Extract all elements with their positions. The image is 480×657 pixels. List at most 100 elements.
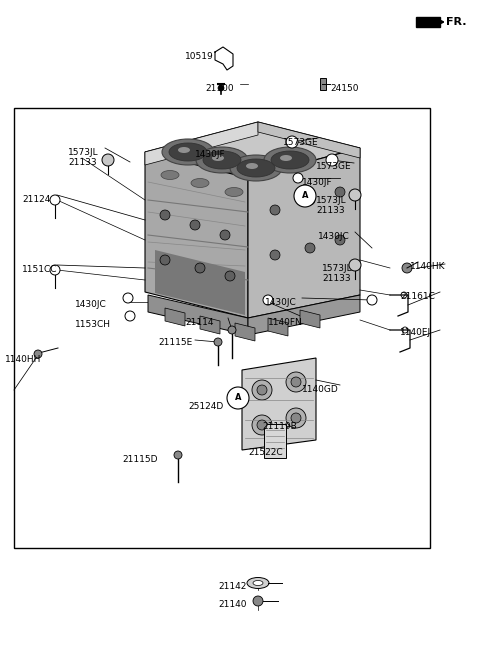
Bar [320, 78, 326, 90]
Text: 1430JC: 1430JC [318, 232, 350, 241]
Circle shape [214, 338, 222, 346]
Circle shape [50, 195, 60, 205]
Bar [264, 424, 286, 458]
Ellipse shape [225, 187, 243, 196]
Circle shape [195, 263, 205, 273]
Circle shape [286, 408, 306, 428]
Circle shape [34, 350, 42, 358]
Text: 21114: 21114 [185, 318, 214, 327]
Text: 1573GE: 1573GE [316, 162, 352, 171]
Text: 1573JL
21133: 1573JL 21133 [68, 148, 98, 168]
Circle shape [50, 265, 60, 275]
Text: 1151CC: 1151CC [22, 265, 58, 274]
Circle shape [225, 271, 235, 281]
Ellipse shape [280, 155, 292, 161]
Text: 21142: 21142 [218, 582, 246, 591]
Ellipse shape [246, 163, 258, 169]
Text: 21115D: 21115D [122, 455, 157, 464]
Text: 21124: 21124 [22, 195, 50, 204]
Circle shape [293, 173, 303, 183]
Polygon shape [258, 122, 360, 158]
Ellipse shape [162, 139, 214, 165]
Ellipse shape [196, 147, 248, 173]
Circle shape [291, 413, 301, 423]
Polygon shape [200, 316, 220, 334]
Polygon shape [165, 308, 185, 326]
Circle shape [335, 187, 345, 197]
Ellipse shape [161, 171, 179, 179]
Text: 1573JL
21133: 1573JL 21133 [316, 196, 347, 215]
Circle shape [227, 387, 249, 409]
Circle shape [253, 596, 263, 606]
Circle shape [257, 420, 267, 430]
Text: 21140: 21140 [218, 600, 247, 609]
Ellipse shape [212, 155, 224, 161]
Text: 24150: 24150 [330, 84, 359, 93]
Circle shape [160, 210, 170, 220]
Ellipse shape [169, 143, 207, 161]
Circle shape [402, 263, 412, 273]
Ellipse shape [253, 581, 263, 585]
Text: 1430JF: 1430JF [195, 150, 226, 159]
Circle shape [263, 295, 273, 305]
Ellipse shape [264, 147, 316, 173]
Circle shape [305, 195, 315, 205]
Circle shape [218, 85, 224, 91]
Circle shape [349, 189, 361, 201]
Text: 1430JC: 1430JC [265, 298, 297, 307]
Bar [14, 108, 430, 548]
Polygon shape [145, 122, 258, 165]
Circle shape [367, 295, 377, 305]
Polygon shape [300, 310, 320, 328]
Circle shape [228, 326, 236, 334]
Ellipse shape [237, 159, 275, 177]
Text: FR.: FR. [446, 17, 467, 27]
Circle shape [270, 205, 280, 215]
Circle shape [190, 220, 200, 230]
Text: 21522C: 21522C [248, 448, 283, 457]
Circle shape [286, 372, 306, 392]
Circle shape [174, 451, 182, 459]
Text: 1140EJ: 1140EJ [400, 328, 431, 337]
Text: 21100: 21100 [205, 84, 234, 93]
Polygon shape [242, 358, 316, 450]
Polygon shape [145, 122, 360, 178]
Text: 1430JF: 1430JF [302, 178, 333, 187]
Ellipse shape [247, 578, 269, 589]
Polygon shape [248, 295, 360, 335]
Ellipse shape [191, 179, 209, 187]
Text: 21115E: 21115E [158, 338, 192, 347]
Ellipse shape [271, 151, 309, 169]
Ellipse shape [203, 151, 241, 169]
Text: A: A [235, 394, 241, 403]
Text: 1140FN: 1140FN [268, 318, 303, 327]
Text: A: A [302, 191, 308, 200]
Text: 1573JL
21133: 1573JL 21133 [322, 264, 353, 283]
Circle shape [294, 185, 316, 207]
Circle shape [220, 230, 230, 240]
Polygon shape [148, 295, 248, 335]
Circle shape [257, 385, 267, 395]
Circle shape [252, 415, 272, 435]
Ellipse shape [230, 155, 282, 181]
Circle shape [291, 377, 301, 387]
Polygon shape [235, 323, 255, 341]
Circle shape [102, 154, 114, 166]
Text: 21119B: 21119B [262, 422, 297, 431]
Circle shape [286, 136, 298, 148]
Text: 1140HK: 1140HK [410, 262, 445, 271]
Polygon shape [268, 318, 288, 336]
Polygon shape [145, 152, 248, 318]
Polygon shape [155, 250, 245, 315]
Circle shape [349, 259, 361, 271]
Text: 1140GD: 1140GD [302, 385, 339, 394]
Circle shape [123, 293, 133, 303]
Polygon shape [416, 17, 440, 27]
Text: 1430JC: 1430JC [75, 300, 107, 309]
Text: 1153CH: 1153CH [75, 320, 111, 329]
Text: 1140HH: 1140HH [5, 355, 41, 364]
Text: 25124D: 25124D [188, 402, 223, 411]
Circle shape [160, 255, 170, 265]
Circle shape [125, 311, 135, 321]
Circle shape [335, 235, 345, 245]
